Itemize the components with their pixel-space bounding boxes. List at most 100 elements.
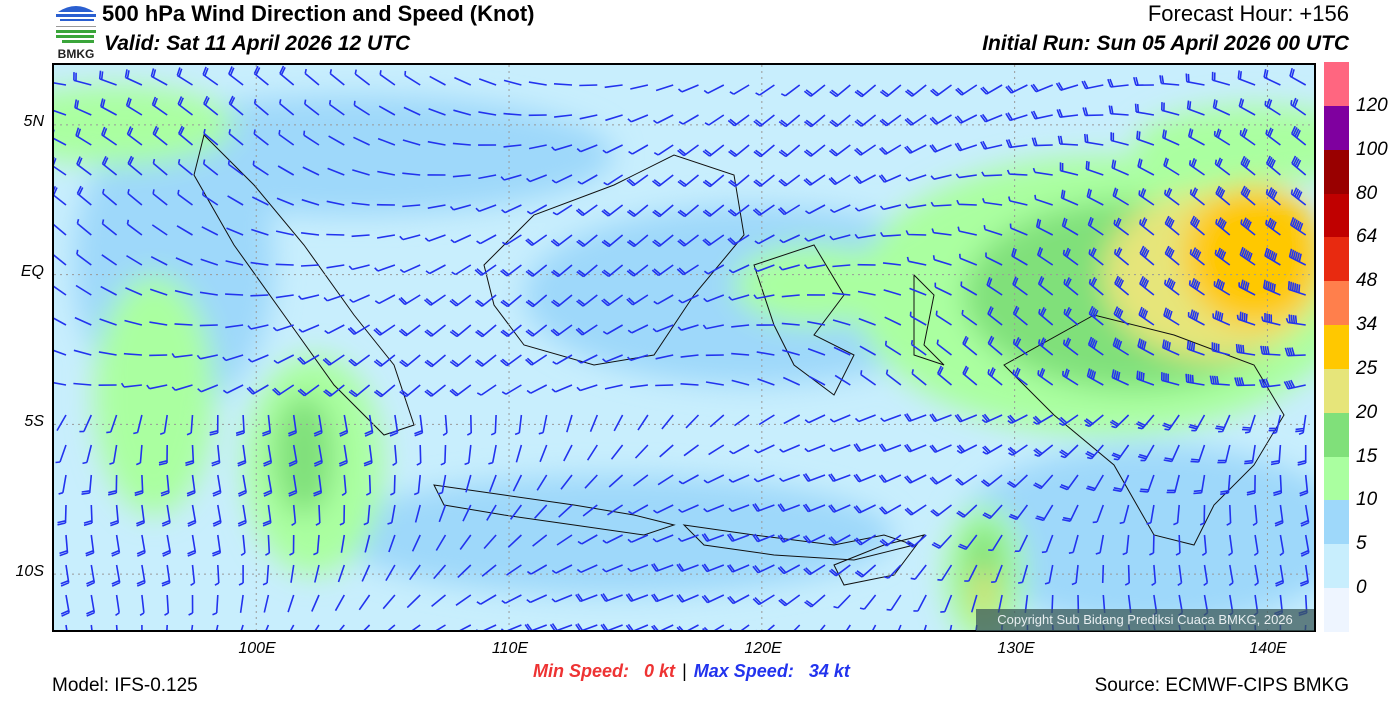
wind-barb	[957, 534, 978, 551]
wind-barb	[778, 594, 801, 607]
colorbar-label: 80	[1356, 182, 1378, 204]
wind-barb	[402, 172, 421, 176]
wind-barb	[449, 294, 472, 307]
wind-barb	[339, 504, 346, 526]
wind-barb	[136, 534, 146, 557]
wind-barb	[399, 234, 421, 241]
wind-barb	[1270, 444, 1282, 466]
wind-barb	[1220, 474, 1231, 496]
wind-barb	[227, 159, 244, 176]
wind-barb	[878, 474, 902, 484]
wind-barb	[552, 204, 573, 216]
wind-barb	[1163, 307, 1180, 326]
wind-barb	[1300, 534, 1310, 557]
wind-barb	[728, 174, 750, 188]
wind-barb	[476, 234, 497, 245]
wind-barb	[1199, 504, 1206, 526]
wind-barb	[1162, 414, 1180, 431]
wind-barb	[906, 256, 927, 266]
wind-barb	[879, 144, 902, 155]
wind-barb	[1237, 70, 1256, 86]
wind-barb	[676, 563, 699, 572]
wind-barb	[1061, 217, 1079, 236]
wind-barb	[577, 354, 598, 364]
wind-barb	[904, 474, 927, 484]
wind-barb	[1055, 82, 1079, 91]
wind-barb	[115, 594, 120, 617]
wind-barb	[677, 204, 700, 218]
wind-barb	[577, 174, 598, 185]
wind-barb	[1268, 414, 1282, 435]
lon-label-130e: 130E	[997, 640, 1035, 657]
wind-barb	[304, 99, 320, 116]
wind-barb	[602, 354, 623, 363]
wind-barb	[1274, 504, 1284, 527]
wind-barb	[930, 174, 952, 180]
wind-barb	[1112, 187, 1130, 206]
wind-barb	[398, 324, 421, 337]
wind-barb	[424, 384, 446, 397]
wind-barb	[832, 292, 851, 296]
wind-barb	[1239, 246, 1256, 266]
wind-barb	[413, 474, 421, 496]
wind-barb	[438, 504, 447, 523]
wind-barb	[758, 414, 775, 426]
wind-barb	[1056, 108, 1079, 118]
wind-barb	[854, 114, 877, 127]
wind-barb	[262, 504, 272, 527]
wind-barb	[435, 534, 447, 551]
wind-barb	[507, 534, 522, 548]
wind-barb	[626, 174, 649, 187]
wind-barb	[1188, 414, 1206, 432]
colorbar-label: 0	[1356, 577, 1367, 599]
wind-barb	[297, 294, 320, 300]
wind-barb	[558, 504, 573, 518]
wind-barb	[1059, 474, 1079, 491]
wind-barb	[603, 174, 624, 186]
wind-barb	[930, 201, 952, 207]
wind-barb	[272, 384, 295, 396]
wind-barb	[455, 594, 472, 606]
wind-barb	[300, 264, 320, 267]
wind-barb	[187, 504, 197, 527]
wind-barb	[212, 594, 219, 616]
wind-barb	[703, 294, 725, 303]
wind-barb	[934, 282, 952, 296]
wind-barb	[188, 594, 194, 616]
wind-barb	[752, 533, 775, 543]
wind-barb	[661, 414, 674, 430]
wind-barb	[932, 255, 952, 266]
wind-barb	[124, 319, 143, 326]
wind-map[interactable]	[52, 63, 1316, 632]
wind-barb	[373, 384, 396, 398]
wind-barb	[402, 204, 421, 208]
wind-barb	[177, 189, 193, 206]
wind-barb	[884, 564, 902, 579]
wind-barb	[433, 564, 447, 580]
wind-map-canvas	[54, 65, 1314, 630]
wind-barb	[127, 189, 143, 206]
wind-barb	[804, 444, 826, 453]
wind-barb	[940, 594, 953, 613]
wind-barb	[1009, 223, 1028, 236]
wind-barb	[297, 354, 320, 365]
wind-barb	[490, 414, 497, 436]
wind-barb	[1166, 474, 1180, 494]
wind-barb	[604, 84, 623, 89]
wind-barb	[314, 624, 320, 630]
speed-summary: Min Speed: 0 kt | Max Speed: 34 kt	[533, 661, 850, 682]
wind-barb	[135, 444, 143, 466]
wind-barb	[1088, 277, 1104, 296]
wind-barb	[79, 414, 93, 433]
wind-barb	[237, 444, 247, 467]
wind-barb	[986, 277, 1003, 296]
speed-separator: |	[682, 661, 687, 681]
wind-barb	[905, 174, 927, 182]
wind-barb	[314, 564, 320, 583]
wind-barb	[959, 253, 978, 266]
wind-barb	[956, 444, 978, 454]
wind-barb	[209, 414, 219, 436]
wind-barb	[630, 84, 649, 90]
wind-barb	[983, 224, 1003, 236]
wind-barb	[322, 354, 345, 366]
